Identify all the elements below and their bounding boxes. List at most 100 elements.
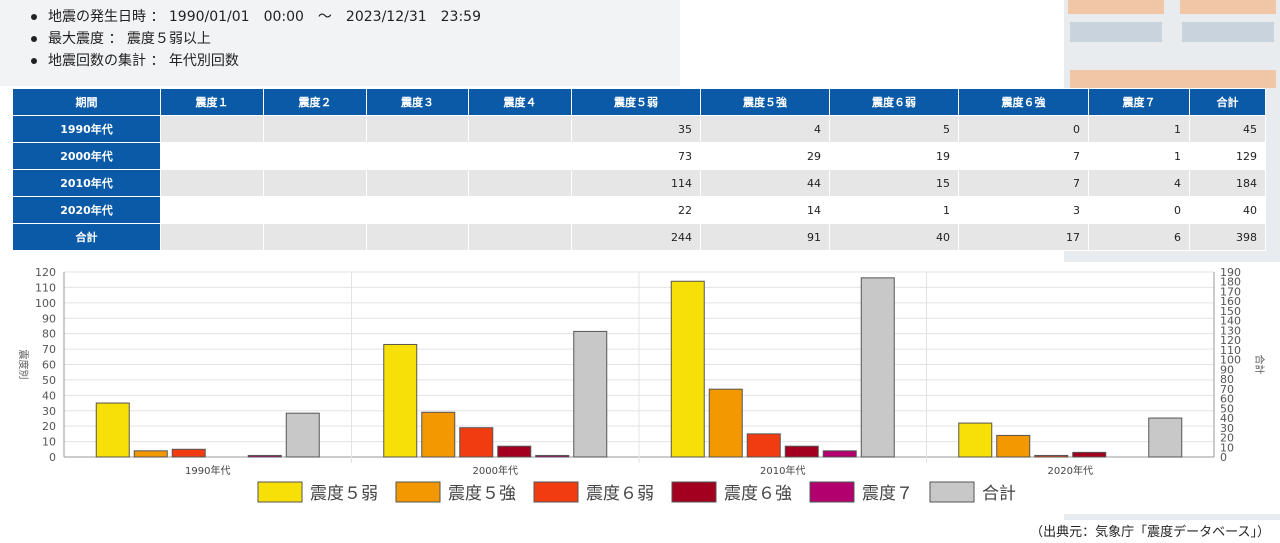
table-cell [468, 115, 572, 143]
table-cell: 40 [1189, 196, 1266, 224]
table-cell: 44 [700, 169, 830, 197]
legend-swatch [671, 481, 717, 503]
table-cell: 0 [958, 115, 1089, 143]
table-cell: 14 [700, 196, 830, 224]
header-intensity-4: 震度４ [468, 88, 572, 116]
y2-tick-label: 190 [1220, 266, 1241, 279]
bar-5 [285, 412, 320, 458]
header-intensity-6-lower: 震度６弱 [829, 88, 959, 116]
bar-5 [573, 330, 608, 458]
table-cell: 7 [958, 142, 1089, 170]
table-cell: 129 [1189, 142, 1266, 170]
table-cell: 184 [1189, 169, 1266, 197]
table-cell: 17 [958, 223, 1089, 251]
table-row: 2010年代 114 44 15 7 4 184 [12, 169, 1266, 197]
table-cell: 4 [700, 115, 830, 143]
criteria-max-intensity: 最大震度 ： 震度５弱以上 [28, 28, 481, 50]
legend-label: 震度６強 [724, 484, 792, 504]
y2-tick-label: 80 [1220, 373, 1234, 386]
legend-swatch [929, 481, 975, 503]
bar-2 [171, 448, 206, 458]
y-tick-label: 0 [49, 451, 56, 464]
row-label: 2020年代 [12, 196, 161, 224]
table-cell: 15 [829, 169, 959, 197]
table-cell: 7 [958, 169, 1089, 197]
bar-2 [1034, 454, 1069, 458]
y2-tick-label: 150 [1220, 305, 1241, 318]
header-intensity-3: 震度３ [366, 88, 469, 116]
y2-tick-label: 110 [1220, 344, 1241, 357]
table-cell [263, 196, 367, 224]
table-header-row: 期間 震度１ 震度２ 震度３ 震度４ 震度５弱 震度５強 震度６弱 震度６強 震… [12, 88, 1266, 116]
bar-2 [746, 433, 781, 458]
table-cell: 4 [1088, 169, 1190, 197]
table-cell [366, 115, 469, 143]
y-tick-label: 20 [42, 420, 56, 433]
table-cell: 45 [1189, 115, 1266, 143]
table-cell: 244 [571, 223, 701, 251]
legend-swatch [533, 481, 579, 503]
table-cell [366, 169, 469, 197]
bar-3 [784, 445, 819, 458]
y2-tick-label: 70 [1220, 383, 1234, 396]
y2-tick-label: 140 [1220, 315, 1241, 328]
bar-1 [133, 450, 168, 458]
legend-swatch [395, 481, 441, 503]
header-intensity-1: 震度１ [160, 88, 264, 116]
bar-5 [1148, 417, 1183, 458]
table-cell: 6 [1088, 223, 1190, 251]
y-tick-label: 60 [42, 359, 56, 372]
table-row: 2020年代 22 14 1 3 0 40 [12, 196, 1266, 224]
table-cell: 19 [829, 142, 959, 170]
header-period: 期間 [12, 88, 161, 116]
table-cell [160, 142, 264, 170]
x-tick-label: 2020年代 [1048, 464, 1093, 477]
table-cell: 1 [829, 196, 959, 224]
intensity-bar-chart: 0 10 20 30 40 50 60 70 80 90 100 110 120 0 10 20 30 40 50 6… [0, 262, 1280, 514]
y-axis-title: 震度別 [17, 350, 30, 380]
table-row: 2000年代 73 29 19 7 1 129 [12, 142, 1266, 170]
table-row: 1990年代 35 4 5 0 1 45 [12, 115, 1266, 143]
chart-svg: 0102030405060708090100110120010203040506… [17, 266, 1266, 504]
y2-tick-label: 10 [1220, 441, 1234, 454]
row-label: 2010年代 [12, 169, 161, 197]
legend-label: 震度５強 [448, 484, 516, 504]
row-label: 合計 [12, 223, 161, 251]
table-cell [263, 169, 367, 197]
table-cell: 35 [571, 115, 701, 143]
legend-label: 震度６弱 [586, 484, 654, 504]
legend-label: 震度７ [862, 484, 913, 504]
y2-tick-label: 120 [1220, 334, 1241, 347]
y-tick-label: 70 [42, 343, 56, 356]
table-cell: 5 [829, 115, 959, 143]
table-cell [160, 169, 264, 197]
table-cell: 0 [1088, 196, 1190, 224]
header-intensity-2: 震度２ [263, 88, 367, 116]
table-cell: 3 [958, 196, 1089, 224]
y-tick-label: 110 [35, 281, 56, 294]
table-cell [366, 223, 469, 251]
row-label: 2000年代 [12, 142, 161, 170]
bar-5 [860, 277, 895, 458]
x-tick-label: 2010年代 [760, 464, 805, 477]
table-cell: 22 [571, 196, 701, 224]
x-tick-label: 2000年代 [473, 464, 518, 477]
table-cell [160, 115, 264, 143]
y2-tick-label: 20 [1220, 432, 1234, 445]
legend-label: 合計 [982, 484, 1016, 504]
table-cell [468, 142, 572, 170]
y2-tick-label: 40 [1220, 412, 1234, 425]
header-intensity-5-lower: 震度５弱 [571, 88, 701, 116]
legend-label: 震度５弱 [310, 484, 378, 504]
y2-tick-label: 0 [1220, 451, 1227, 464]
table-cell [366, 142, 469, 170]
y-tick-label: 30 [42, 405, 56, 418]
table-cell [160, 223, 264, 251]
legend-swatch [809, 481, 855, 503]
bar-1 [996, 434, 1031, 458]
table-cell [263, 115, 367, 143]
table-cell: 40 [829, 223, 959, 251]
y-tick-label: 80 [42, 328, 56, 341]
y2-tick-label: 30 [1220, 422, 1234, 435]
y2-tick-label: 160 [1220, 295, 1241, 308]
